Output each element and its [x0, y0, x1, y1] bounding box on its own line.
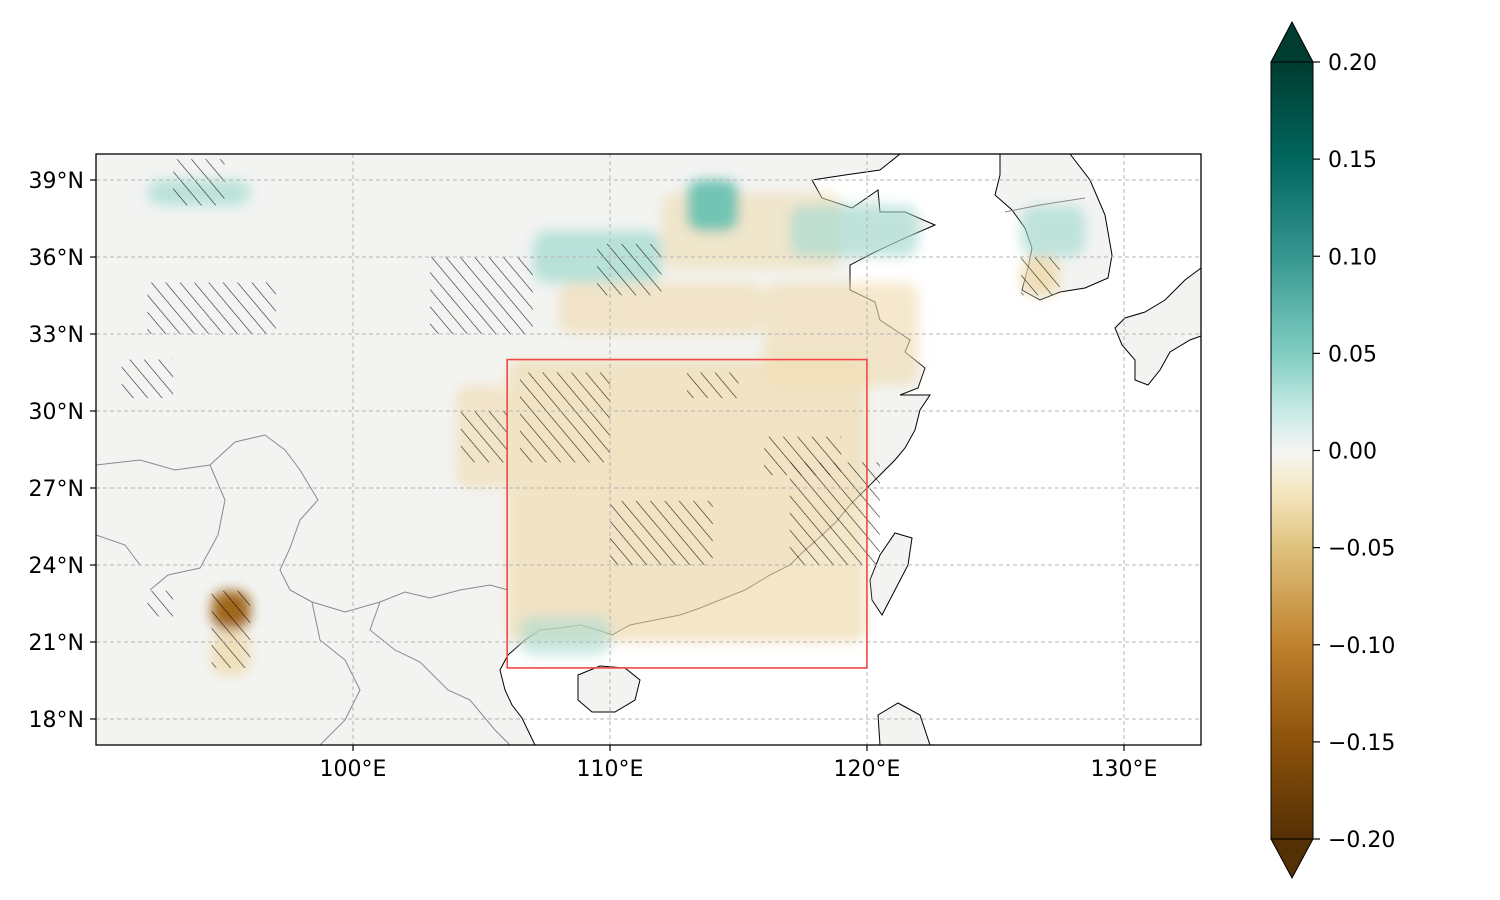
significance-hatch [121, 359, 174, 399]
x-axis-ticks [352, 745, 1125, 751]
significance-hatch [609, 500, 713, 566]
y-tick-label: 39°N [29, 169, 84, 194]
colorbar-tick-label: 0.15 [1328, 148, 1377, 173]
colorbar-tick-label: −0.05 [1328, 537, 1395, 562]
colorbar-tick-label: 0.05 [1328, 342, 1377, 367]
y-tick-label: 27°N [29, 477, 84, 502]
significance-hatch [687, 372, 739, 399]
colorbar-tick-label: −0.15 [1328, 731, 1395, 756]
significance-hatch [1021, 256, 1060, 296]
colorbar-body [1270, 61, 1314, 840]
highlight-box [506, 358, 868, 669]
y-tick-label: 33°N [29, 323, 84, 348]
y-tick-label: 36°N [29, 246, 84, 271]
anomaly-region-positive [687, 179, 739, 232]
y-tick-label: 21°N [29, 631, 84, 656]
country-borders [96, 197, 1086, 745]
colorbar-extend-max [1270, 20, 1314, 63]
border-myanmar-thailand [149, 464, 226, 591]
land-luzon [877, 702, 931, 745]
significance-hatch [520, 372, 610, 463]
land-japan [1114, 267, 1201, 386]
colorbar-tick-label: −0.20 [1328, 828, 1395, 853]
land-hainan [577, 665, 641, 713]
x-tick-label: 100°E [320, 757, 387, 782]
border-myanmar-india [96, 534, 141, 566]
significance-hatch [173, 159, 225, 206]
colorbar-extend-min [1270, 838, 1314, 880]
significance-hatch [211, 590, 251, 668]
y-axis-labels: 18°N 21°N 24°N 27°N 30°N 33°N 36°N 39°N [29, 169, 84, 733]
anomaly-region-positive [789, 205, 919, 257]
significance-hatch [430, 256, 533, 334]
border-north-korea [1004, 197, 1086, 213]
anomaly-region-positive [1021, 205, 1086, 257]
significance-hatch [460, 410, 508, 463]
x-tick-label: 130°E [1091, 757, 1158, 782]
significance-hatch [147, 282, 276, 334]
map-frame [95, 153, 1202, 746]
significance-hatch [597, 243, 662, 296]
y-tick-label: 24°N [29, 554, 84, 579]
anomaly-region-positive [520, 616, 610, 656]
colorbar-ticks: 0.20 0.15 0.10 0.05 0.00 −0.05 −0.10 −0.15 −0.20 [1313, 51, 1395, 853]
hatch-layer [121, 159, 1060, 668]
map-panel: 100°E 110°E 120°E 130°E 18°N 21°N 24°N 2… [29, 153, 1202, 782]
colorbar-tick-label: 0.20 [1328, 51, 1377, 76]
colorbar-tick-label: 0.00 [1328, 440, 1377, 465]
colorbar-tick-label: 0.10 [1328, 245, 1377, 270]
significance-hatch [147, 590, 174, 617]
border-laos-vietnam [369, 601, 511, 745]
colorbar: 0.20 0.15 0.10 0.05 0.00 −0.05 −0.10 −0.15 −0.20 [1270, 20, 1395, 880]
border-china-myanmar [96, 434, 319, 603]
y-axis-ticks [90, 179, 96, 720]
x-tick-label: 110°E [577, 757, 644, 782]
y-tick-label: 18°N [29, 708, 84, 733]
border-china-laos-vietnam [311, 584, 509, 613]
x-axis-labels: 100°E 110°E 120°E 130°E [320, 757, 1158, 782]
x-tick-label: 120°E [834, 757, 901, 782]
y-tick-label: 30°N [29, 400, 84, 425]
map-content [96, 154, 1201, 745]
significance-hatch [789, 462, 880, 566]
colorbar-tick-label: −0.10 [1328, 634, 1395, 659]
